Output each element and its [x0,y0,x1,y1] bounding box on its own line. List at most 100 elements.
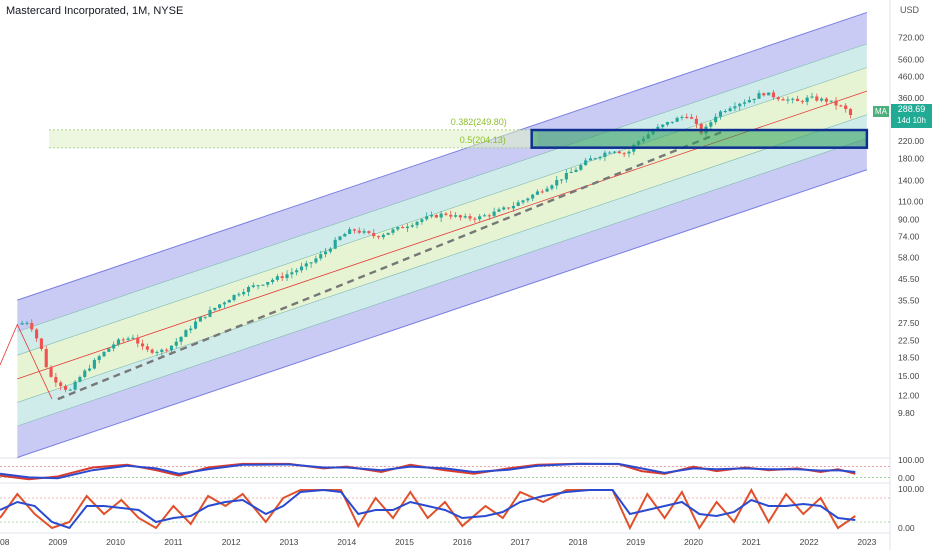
candle [507,207,511,209]
x-tick-label: 2017 [511,537,530,547]
y-tick-label: 22.50 [898,335,920,345]
candle [150,349,154,353]
candle [661,124,665,127]
candle [612,151,617,153]
candle [786,99,790,101]
ma-tag: MA [873,106,889,117]
candle [574,169,578,172]
candle [728,108,732,112]
candle [487,215,491,217]
candle [468,216,472,219]
candle [617,151,621,154]
candle [473,218,477,220]
candle [598,156,602,159]
x-tick-label: 2014 [337,537,356,547]
candle [824,98,828,102]
candle [776,97,780,100]
candle [791,98,795,100]
candle [160,349,164,352]
candle [97,356,101,360]
candle [83,370,87,377]
candle [540,191,544,193]
channel-edge [17,169,868,458]
candle [39,338,43,350]
candle [391,229,395,233]
candle [839,105,843,107]
y-tick-label: 9.80 [898,408,915,418]
candle [627,151,631,154]
candle [92,359,96,369]
candle [723,111,727,113]
osc2-line-blue [0,488,856,530]
candle [454,215,458,217]
osc-tick-label: 100.00 [898,484,924,494]
candle [218,304,222,308]
candle [136,337,140,344]
candle [73,381,77,390]
channel-line [17,67,867,356]
candle [116,339,121,345]
candle [266,282,270,285]
candle [665,122,670,125]
price-tag: 288.69 14d 10h [891,104,932,128]
channel-band [17,138,867,458]
candle [208,309,212,317]
candle [555,180,559,186]
candle [718,111,723,117]
candle [584,160,588,166]
candle [608,152,612,154]
candle [232,294,236,301]
candle [502,207,506,210]
candle [742,102,747,104]
candle [709,122,713,127]
y-tick-label: 74.00 [898,231,920,241]
x-tick-label: 2019 [626,537,645,547]
channel-band [17,91,867,403]
countdown: 14d 10h [897,116,926,125]
channel-band [17,12,867,332]
candle [140,343,145,347]
y-tick-label: 12.00 [898,390,920,400]
candle [203,316,207,318]
candle [795,98,800,102]
candle [280,276,284,279]
channel-band [17,43,867,356]
support-zone-box [530,128,869,149]
candle [747,100,751,103]
channel-band [17,67,867,379]
candle [242,291,246,295]
candle [425,216,429,220]
candle [222,302,226,305]
candle [328,248,332,252]
candle [463,216,467,218]
x-tick-label: 2013 [280,537,299,547]
candle [299,266,304,271]
fib-label-05: 0.5(204.13) [459,134,506,145]
candle [348,229,352,234]
fib-zone [49,130,538,148]
start-connector [0,323,53,400]
candle [569,171,573,173]
candle [800,101,804,103]
candle [815,96,819,101]
candle [550,185,554,189]
candle [78,376,82,382]
symbol-title[interactable]: Mastercard Incorporated, 1M, NYSE [6,5,184,17]
x-tick-label: 2018 [568,537,587,547]
candle [319,254,323,259]
candle [771,92,776,98]
y-tick-label: 560.00 [898,54,924,64]
channel-line [17,138,867,427]
y-tick-label: 27.50 [898,318,920,328]
x-tick-label: 2015 [395,537,414,547]
candle [376,236,381,238]
candle [579,165,583,170]
y-tick-label: 90.00 [898,214,920,224]
candle [179,336,183,342]
candle [762,93,766,96]
candle [396,227,400,230]
candle [410,225,414,227]
candle [323,251,328,255]
candle [112,344,116,349]
